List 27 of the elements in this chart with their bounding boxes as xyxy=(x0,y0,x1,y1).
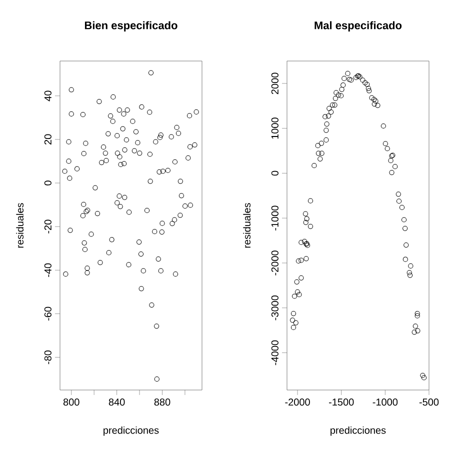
y-tick-label: -3000 xyxy=(271,295,278,320)
x-tick-label: -1000 xyxy=(372,398,398,406)
x-tick-label: 880 xyxy=(154,398,170,406)
y-tick-label: 20 xyxy=(44,134,52,144)
y-axis-title: residuales xyxy=(243,203,251,248)
x-axis-title: predicciones xyxy=(330,426,386,436)
x-tick-label: -1500 xyxy=(328,398,354,406)
chart-title: Mal especificado xyxy=(314,21,402,32)
y-tick-label: 1000 xyxy=(271,118,278,139)
y-tick-label: -2000 xyxy=(271,250,278,276)
y-tick-label: -1000 xyxy=(271,206,278,230)
x-tick-label: -2000 xyxy=(285,398,310,406)
y-tick-label: 0 xyxy=(44,180,52,186)
x-axis-title: predicciones xyxy=(104,426,159,436)
x-tick-label: -500 xyxy=(419,398,439,406)
y-tick-label: -20 xyxy=(44,220,52,234)
y-tick-label: -80 xyxy=(44,350,52,364)
y-tick-label: -40 xyxy=(44,263,52,277)
y-axis-title: residuales xyxy=(16,203,24,248)
y-tick-label: 2000 xyxy=(271,72,278,94)
y-tick-label: -60 xyxy=(44,306,52,321)
y-tick-label: -4000 xyxy=(271,340,278,366)
chart-title: Bien especificado xyxy=(84,21,178,32)
y-tick-label: 40 xyxy=(44,90,52,102)
y-tick-label: 0 xyxy=(271,170,278,176)
x-tick-label: 800 xyxy=(63,398,80,406)
x-tick-label: 840 xyxy=(108,398,125,406)
